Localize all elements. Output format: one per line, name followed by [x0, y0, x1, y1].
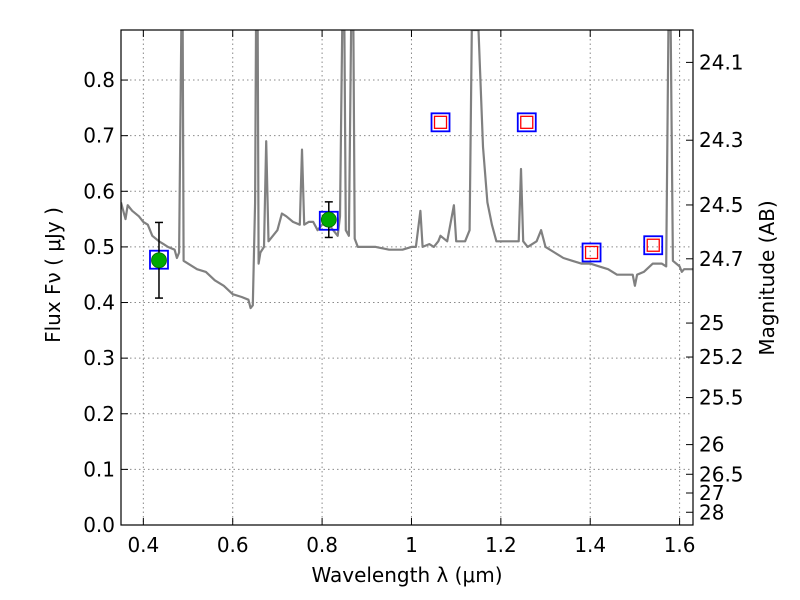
y-axis-ticks: 0.0 0.1 0.2 0.3 0.4 0.5 0.6 0.7 0.8 [83, 68, 128, 537]
magnitude-tick-label: 24.1 [699, 50, 744, 74]
magnitude-tick-label: 24.7 [699, 247, 744, 271]
x-tick-label: 0.4 [127, 533, 159, 557]
magnitude-tick-label: 28 [699, 500, 724, 524]
y-tick-label: 0.2 [83, 402, 115, 426]
photometry-markers [149, 112, 664, 299]
y-axis-title-text: Flux Fν ( μJy ) [41, 207, 65, 343]
model-spectrum [121, 30, 693, 310]
upper-limit-square [646, 238, 660, 252]
y-tick-label: 0.3 [83, 346, 115, 370]
spectrum-line [121, 30, 693, 310]
y-tick-label: 0.1 [83, 457, 115, 481]
observed-flux-point [320, 211, 337, 228]
magnitude-tick-label: 26.5 [699, 462, 744, 486]
magnitude-tick-label: 26 [699, 433, 724, 457]
model-photometry-square [430, 112, 451, 133]
magnitude-axis-title-text: Magnitude (AB) [755, 200, 779, 355]
magnitude-tick-label: 25 [699, 311, 724, 335]
y-tick-label: 0.7 [83, 124, 115, 148]
magnitude-tick-label: 24.3 [699, 128, 744, 152]
magnitude-tick-label: 25.5 [699, 386, 744, 410]
x-tick-label: 1.6 [664, 533, 696, 557]
upper-limit-square [584, 245, 599, 260]
x-axis-title: Wavelength λ (μm) [311, 563, 502, 587]
magnitude-tick-label: 25.2 [699, 345, 744, 369]
y-axis-title: Flux Fν ( μJy ) [41, 207, 65, 343]
x-axis-title-text: Wavelength λ (μm) [311, 563, 502, 587]
upper-limit-square [520, 115, 534, 129]
model-photometry-square [643, 235, 664, 256]
y-tick-label: 0.4 [83, 291, 115, 315]
x-axis-ticks: 0.4 0.6 0.8 1 1.2 1.4 1.6 [127, 30, 696, 557]
x-tick-label: 0.8 [306, 533, 338, 557]
y-tick-label: 0.8 [83, 68, 115, 92]
y-tick-label: 0.5 [83, 235, 115, 259]
plot-frame [120, 29, 694, 526]
y-tick-label: 0.0 [83, 513, 115, 537]
model-photometry-square [516, 112, 537, 133]
observed-flux-point [151, 252, 167, 269]
x-tick-label: 1.2 [485, 533, 517, 557]
upper-limit-square [433, 115, 448, 129]
magnitude-tick-label: 27 [699, 481, 724, 505]
x-tick-label: 1 [405, 533, 418, 557]
x-tick-label: 0.6 [217, 533, 249, 557]
x-tick-label: 1.4 [574, 533, 606, 557]
magnitude-tick-label: 24.5 [699, 193, 744, 217]
model-photometry-square [581, 242, 602, 263]
magnitude-axis-title: Magnitude (AB) [755, 200, 779, 355]
y-tick-label: 0.6 [83, 179, 115, 203]
grid [121, 30, 693, 525]
